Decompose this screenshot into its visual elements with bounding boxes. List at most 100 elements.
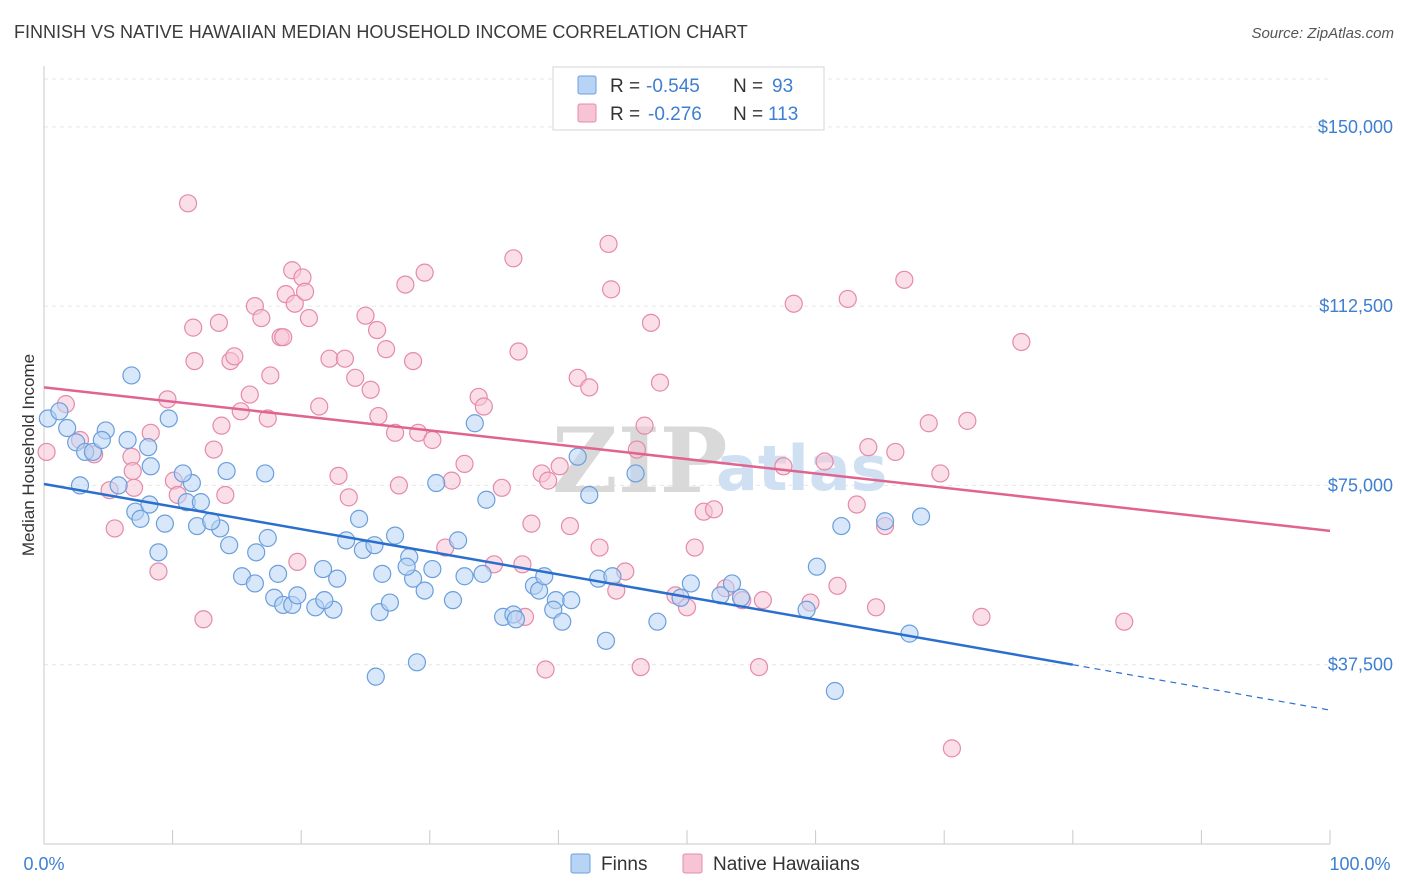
x-tick-label-max: 100.0% bbox=[1329, 854, 1390, 874]
finns-point bbox=[58, 418, 77, 438]
native-hawaiians-point bbox=[474, 397, 493, 416]
y-tick-label: $150,000 bbox=[1318, 117, 1393, 137]
finns-points bbox=[38, 366, 931, 701]
native-hawaiians-point bbox=[346, 368, 365, 387]
finns-point bbox=[477, 490, 496, 509]
native-hawaiians-point bbox=[838, 289, 857, 309]
x-axis-ticks bbox=[43, 830, 1331, 844]
native-hawaiians-point bbox=[442, 471, 461, 490]
finns-point bbox=[380, 593, 400, 612]
finns-point bbox=[118, 430, 137, 450]
native-hawaiians-point bbox=[105, 519, 124, 538]
finns-point bbox=[131, 509, 150, 528]
series-legend-label-finns: Finns bbox=[601, 854, 647, 875]
finns-point bbox=[596, 631, 616, 650]
finns-point bbox=[506, 610, 526, 629]
finns-point bbox=[423, 559, 442, 579]
y-tick-label: $37,500 bbox=[1328, 655, 1393, 675]
native-hawaiians-point bbox=[931, 464, 950, 483]
chart-title: FINNISH VS NATIVE HAWAIIAN MEDIAN HOUSEH… bbox=[14, 22, 748, 42]
native-hawaiians-point bbox=[635, 416, 654, 435]
finns-point bbox=[315, 591, 334, 610]
native-hawaiians-point bbox=[685, 538, 704, 557]
legend-r-value-native-hawaiians: -0.276 bbox=[648, 104, 702, 125]
native-hawaiians-point bbox=[415, 263, 434, 282]
finns-point bbox=[681, 574, 700, 593]
finns-point bbox=[443, 591, 463, 610]
finns-trend-extension bbox=[1072, 664, 1331, 711]
native-hawaiians-point bbox=[185, 351, 204, 371]
finns-point bbox=[648, 612, 667, 631]
native-hawaiians-point bbox=[919, 414, 938, 433]
native-hawaiians-point bbox=[310, 397, 329, 416]
finns-point bbox=[50, 402, 69, 421]
native-hawaiians-point bbox=[590, 538, 609, 557]
native-hawaiians-points bbox=[37, 194, 1134, 758]
native-hawaiians-point bbox=[295, 282, 315, 301]
legend-r-label-finns: R = bbox=[610, 76, 640, 97]
native-hawaiians-point bbox=[209, 313, 228, 332]
finns-point bbox=[385, 526, 405, 545]
y-tick-label: $112,500 bbox=[1319, 296, 1393, 316]
native-hawaiians-point bbox=[522, 514, 541, 533]
native-hawaiians-point bbox=[958, 411, 977, 430]
finns-point bbox=[473, 564, 492, 583]
finns-point bbox=[448, 531, 468, 550]
finns-point bbox=[553, 612, 572, 631]
native-hawaiians-point bbox=[225, 347, 244, 366]
finns-point bbox=[832, 516, 851, 536]
finns-point bbox=[191, 493, 210, 512]
native-hawaiians-point bbox=[194, 610, 213, 629]
finns-point bbox=[159, 409, 178, 428]
legend-n-label-native-hawaiians: N = bbox=[733, 104, 763, 125]
legend-r-value-finns: -0.545 bbox=[646, 76, 700, 97]
native-hawaiians-point bbox=[385, 423, 405, 442]
native-hawaiians-point bbox=[212, 416, 231, 435]
native-hawaiians-point bbox=[704, 500, 724, 519]
x-tick-label-min: 0.0% bbox=[23, 854, 64, 874]
native-hawaiians-point bbox=[536, 660, 555, 679]
legend-box bbox=[552, 66, 825, 131]
finns-point bbox=[220, 536, 239, 555]
native-hawaiians-point bbox=[258, 409, 277, 428]
finns-point bbox=[217, 461, 236, 481]
native-hawaiians-point bbox=[285, 294, 304, 313]
native-hawaiians-trend-line bbox=[43, 386, 1331, 533]
finns-point bbox=[155, 514, 174, 533]
finns-point bbox=[337, 531, 356, 550]
finns-point bbox=[562, 591, 581, 610]
legend-swatch-native-hawaiians bbox=[577, 103, 597, 123]
native-hawaiians-point bbox=[828, 576, 847, 595]
native-hawaiians-point bbox=[815, 452, 834, 471]
native-hawaiians-point bbox=[178, 194, 198, 213]
native-hawaiians-point bbox=[774, 457, 793, 476]
finns-point bbox=[109, 476, 128, 495]
native-hawaiians-point bbox=[369, 406, 388, 426]
native-hawaiians-point bbox=[749, 657, 769, 677]
native-hawaiians-point bbox=[356, 306, 375, 325]
chart-source: Source: ZipAtlas.com bbox=[1251, 25, 1394, 42]
y-tick-label: $75,000 bbox=[1328, 475, 1393, 495]
native-hawaiians-point bbox=[859, 438, 878, 457]
native-hawaiians-point bbox=[550, 457, 569, 476]
finns-point bbox=[92, 430, 111, 450]
legend-r-label-native-hawaiians: R = bbox=[610, 104, 640, 125]
series-legend: Finns Native Hawaiians bbox=[570, 853, 860, 875]
finns-point bbox=[626, 464, 645, 483]
finns-point bbox=[427, 473, 446, 493]
finns-point bbox=[173, 464, 192, 483]
native-hawaiians-point bbox=[184, 318, 203, 337]
legend-n-label-finns: N = bbox=[733, 76, 763, 97]
native-hawaiians-point bbox=[631, 657, 650, 677]
native-hawaiians-point bbox=[580, 378, 599, 397]
native-hawaiians-point bbox=[396, 275, 415, 294]
native-hawaiians-point bbox=[650, 373, 670, 392]
finns-point bbox=[373, 564, 392, 583]
native-hawaiians-point bbox=[753, 591, 772, 610]
watermark-atlas: atlas bbox=[716, 432, 887, 505]
native-hawaiians-point bbox=[504, 249, 523, 268]
native-hawaiians-point bbox=[252, 308, 271, 328]
native-hawaiians-point bbox=[339, 488, 358, 507]
trend-lines bbox=[43, 386, 1331, 711]
